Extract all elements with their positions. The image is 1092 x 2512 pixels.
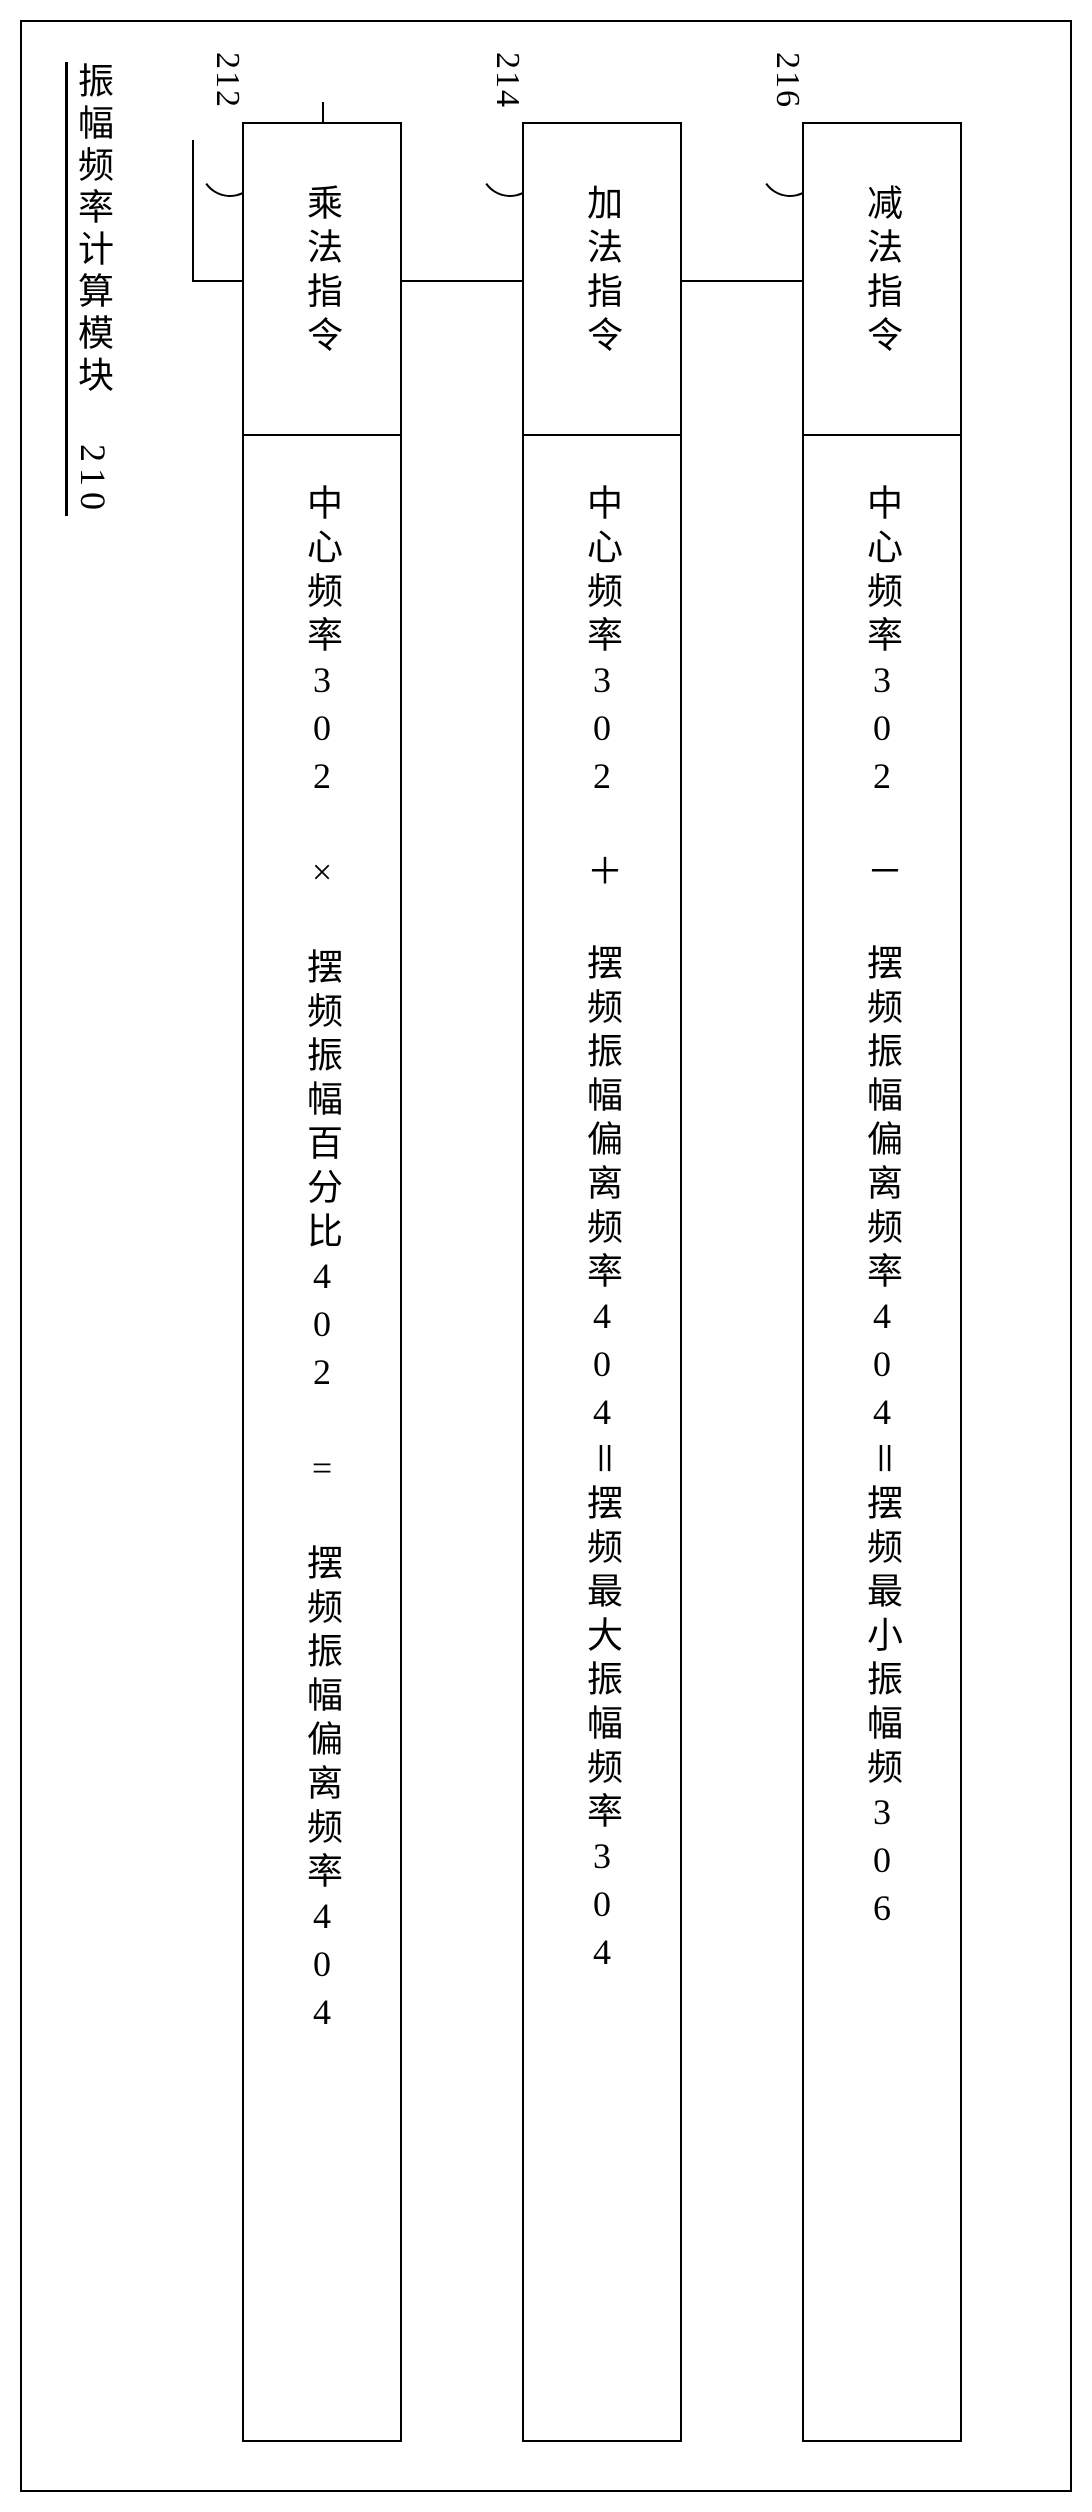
ref-num-2: 214 (488, 52, 526, 109)
block-add: 加法指令 中心频率302 ＋ 摆频振幅偏离频率404＝摆频最大振幅频率304 (522, 122, 682, 2442)
block-multiply-label: 乘法指令 (296, 184, 348, 360)
block-add-divider (524, 434, 680, 436)
connector-stub-1 (322, 102, 324, 122)
block-subtract: 减法指令 中心频率302 － 摆频振幅偏离频率404＝摆频最小振幅频306 (802, 122, 962, 2442)
conn-main-v (192, 140, 194, 282)
block-subtract-content: 中心频率302 － 摆频振幅偏离频率404＝摆频最小振幅频306 (856, 484, 908, 1936)
block-multiply: 乘法指令 中心频率302 × 摆频振幅百分比402 = 摆频振幅偏离频率404 (242, 122, 402, 2442)
block-add-label: 加法指令 (576, 184, 628, 360)
ref-num-3: 216 (768, 52, 806, 109)
block-subtract-label: 减法指令 (856, 184, 908, 360)
block-multiply-content: 中心频率302 × 摆频振幅百分比402 = 摆频振幅偏离频率404 (296, 484, 348, 2040)
block-multiply-divider (244, 434, 400, 436)
ref-num-1: 212 (208, 52, 246, 109)
module-title-number: 210 (73, 444, 113, 516)
block-subtract-divider (804, 434, 960, 436)
module-title-text: 振幅频率计算模块 (73, 62, 113, 398)
block-add-content: 中心频率302 ＋ 摆频振幅偏离频率404＝摆频最大振幅频率304 (576, 484, 628, 1980)
module-title: 振幅频率计算模块 210 (67, 62, 119, 516)
module-container: 振幅频率计算模块 210 212 214 216 乘法指令 (20, 20, 1072, 2492)
